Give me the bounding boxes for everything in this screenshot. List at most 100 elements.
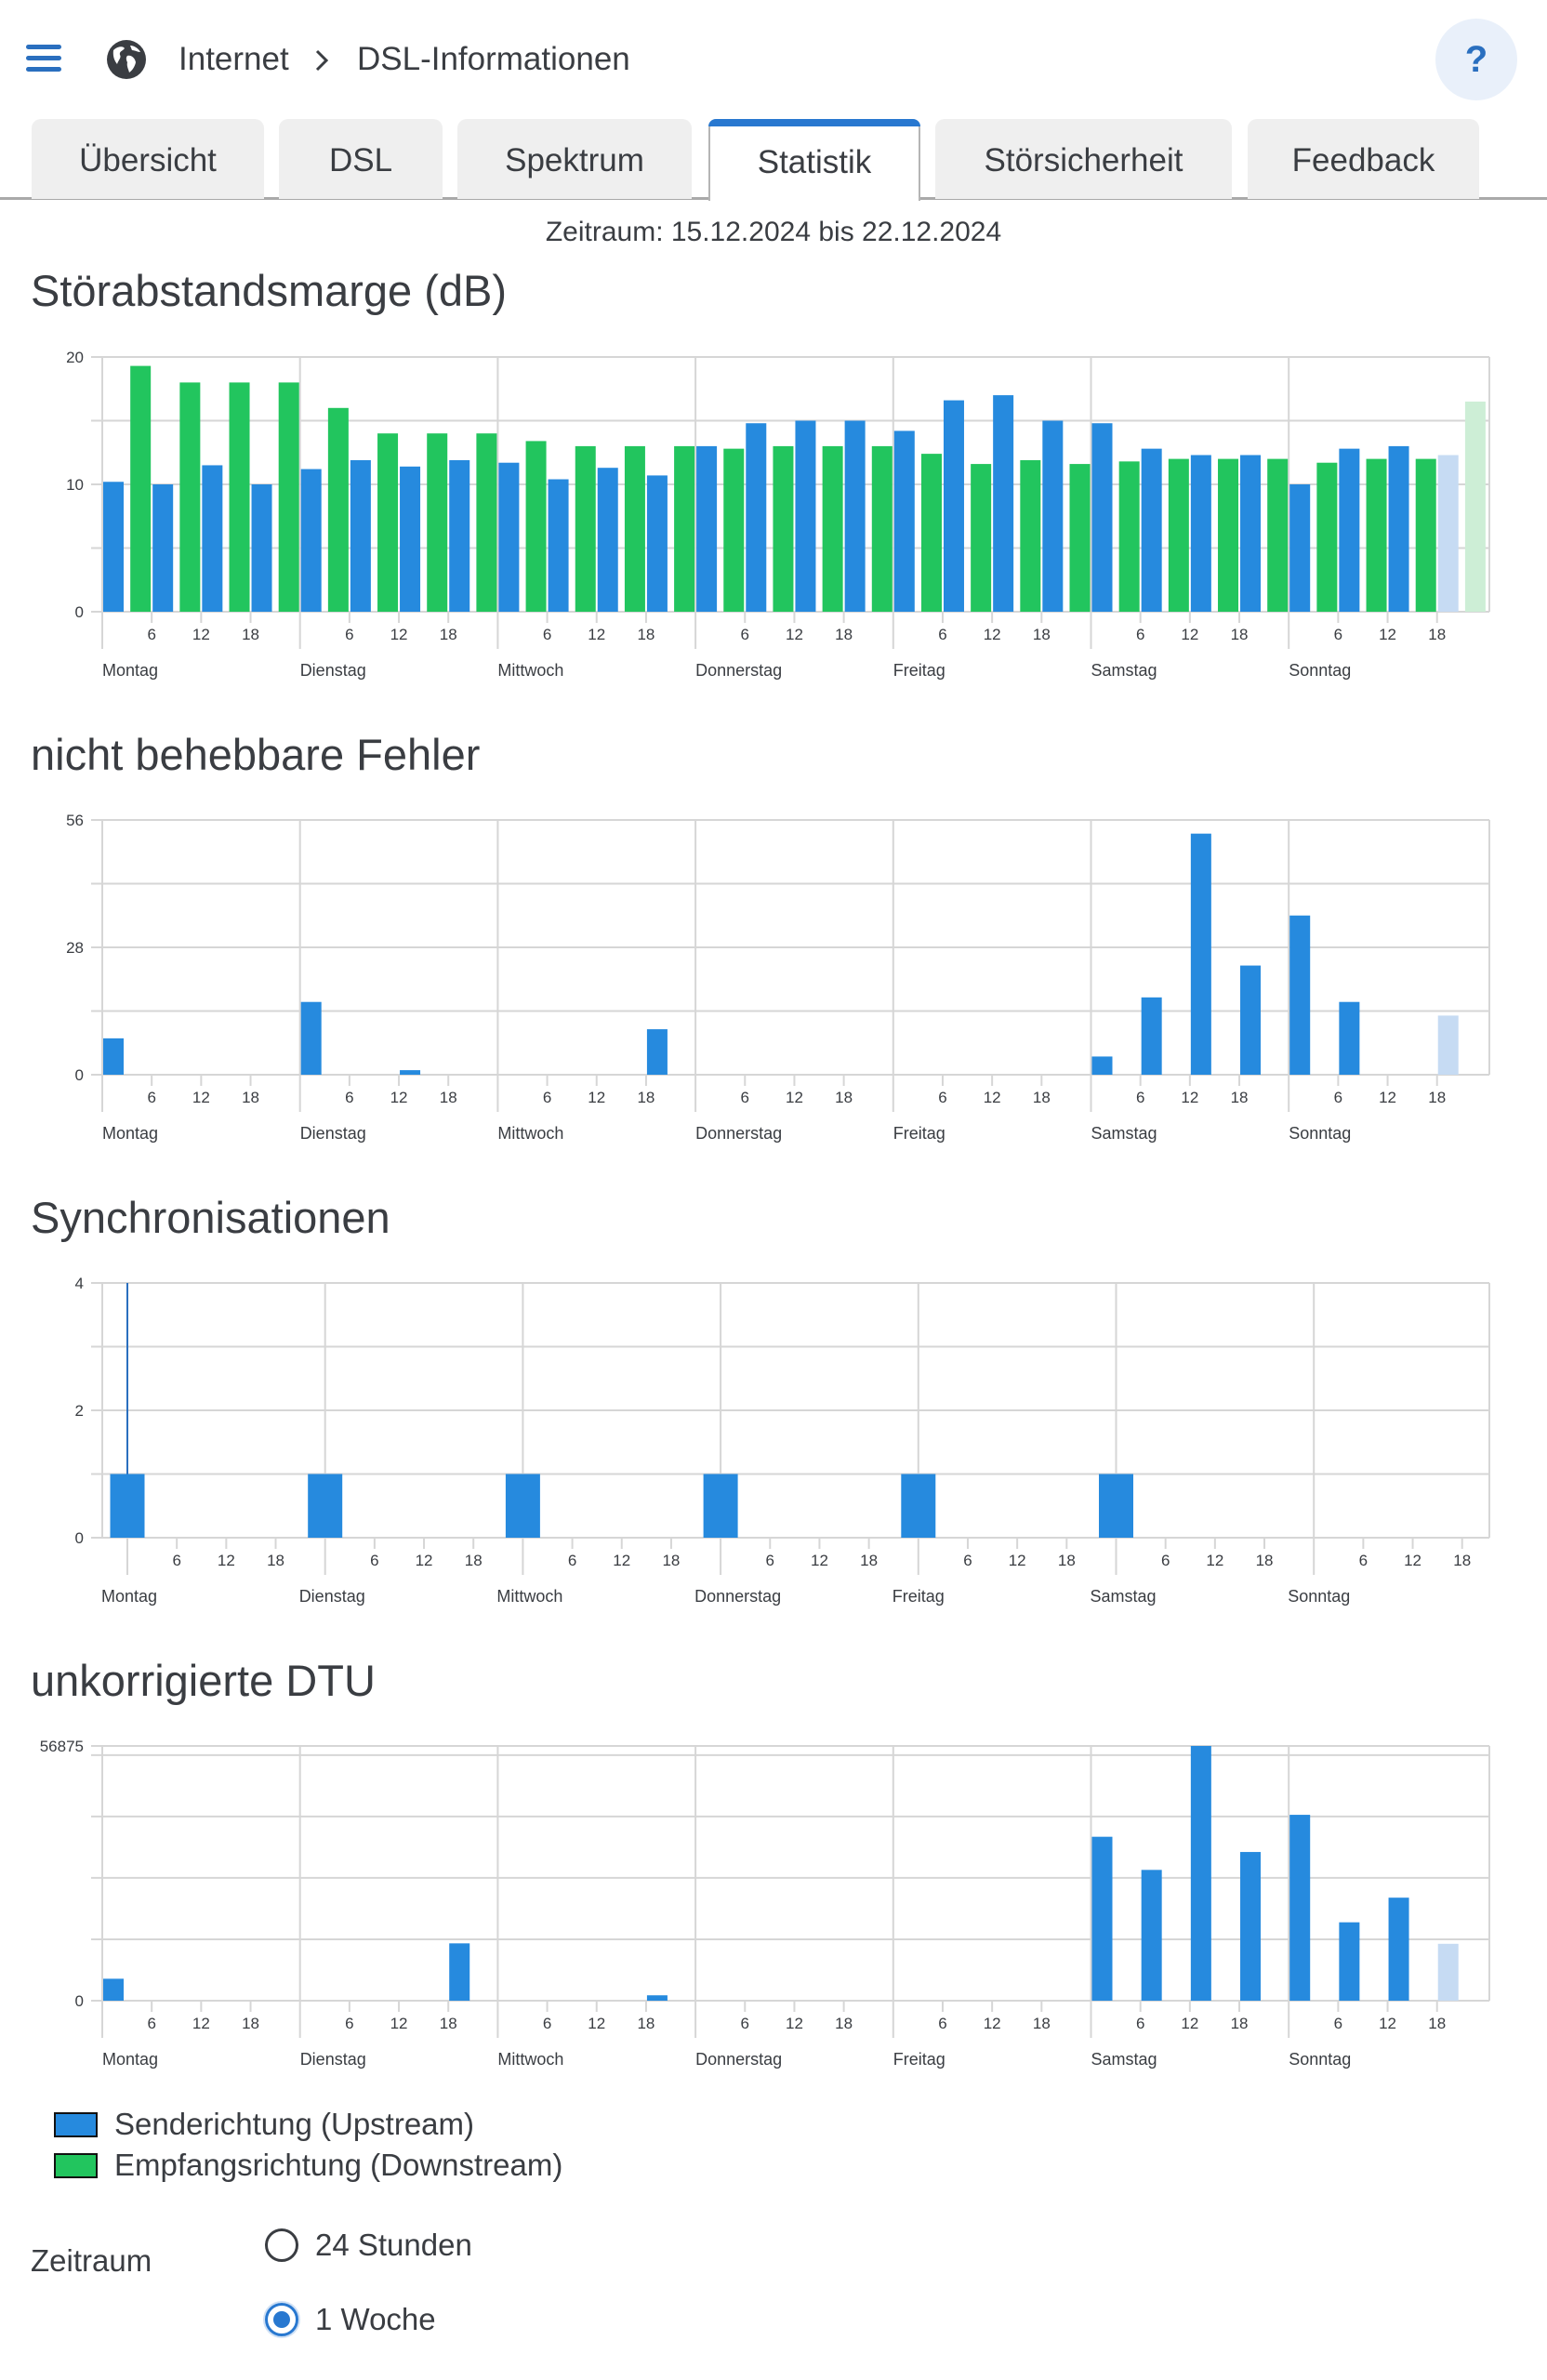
radio-24-hours[interactable]: 24 Stunden — [265, 2227, 472, 2264]
bar-downstream — [1168, 458, 1189, 612]
hour-tick-label: 18 — [1428, 1089, 1446, 1106]
bar-upstream — [103, 1978, 124, 2001]
hour-tick-label: 6 — [147, 2015, 155, 2032]
hour-tick-label: 6 — [938, 2015, 946, 2032]
bar-downstream — [476, 433, 497, 612]
day-label: Freitag — [893, 661, 945, 680]
bar-downstream — [1069, 464, 1091, 612]
hour-tick-label: 18 — [662, 1552, 680, 1569]
hour-tick-label: 12 — [588, 1089, 605, 1106]
bar-upstream — [1240, 455, 1262, 612]
tab-dsl[interactable]: DSL — [279, 119, 443, 199]
bar-downstream — [229, 382, 250, 612]
help-button[interactable]: ? — [1435, 19, 1517, 100]
bar-upstream — [1091, 1056, 1113, 1075]
day-label: Mittwoch — [497, 1124, 563, 1143]
tab-stoersicherheit[interactable]: Störsicherheit — [935, 119, 1232, 199]
bar-downstream — [1267, 458, 1289, 612]
bar-downstream — [575, 445, 596, 612]
breadcrumb-internet[interactable]: Internet — [178, 41, 289, 77]
bar-upstream — [1099, 1474, 1133, 1538]
hour-tick-label: 12 — [984, 1089, 1001, 1106]
hour-tick-label: 12 — [192, 626, 210, 643]
hour-tick-label: 12 — [811, 1552, 828, 1569]
hour-tick-label: 12 — [1009, 1552, 1026, 1569]
hour-tick-label: 18 — [1231, 626, 1249, 643]
hamburger-icon — [26, 45, 61, 49]
hour-tick-label: 18 — [1058, 1552, 1076, 1569]
bar-upstream — [1339, 1922, 1360, 2001]
bar-upstream — [1339, 1001, 1360, 1075]
y-tick-label: 56875 — [40, 1738, 84, 1755]
hour-tick-label: 12 — [786, 1089, 803, 1106]
bar-upstream — [1091, 423, 1113, 612]
hour-tick-label: 18 — [440, 2015, 457, 2032]
hour-tick-label: 6 — [1359, 1552, 1368, 1569]
day-label: Sonntag — [1288, 1587, 1350, 1606]
hour-tick-label: 18 — [242, 2015, 259, 2032]
radio-1-week[interactable]: 1 Woche — [265, 2301, 436, 2338]
hour-tick-label: 18 — [1033, 2015, 1051, 2032]
hour-tick-label: 12 — [613, 1552, 630, 1569]
bar-downstream — [1464, 401, 1486, 612]
day-label: Freitag — [893, 1124, 945, 1143]
day-label: Sonntag — [1289, 2050, 1351, 2069]
tab-spektrum[interactable]: Spektrum — [457, 119, 692, 199]
radio-button-icon[interactable] — [265, 2228, 298, 2262]
bar-upstream — [1437, 455, 1459, 612]
bar-upstream — [251, 484, 272, 612]
bar-upstream — [646, 1995, 668, 2001]
tab-statistik[interactable]: Statistik — [708, 119, 920, 201]
bar-upstream — [400, 466, 421, 612]
bar-downstream — [377, 433, 399, 612]
bar-upstream — [1240, 1852, 1262, 2001]
hour-tick-label: 18 — [1033, 1089, 1051, 1106]
radio-button-icon[interactable] — [265, 2303, 298, 2336]
bar-upstream — [300, 1001, 322, 1075]
bar-upstream — [1339, 448, 1360, 612]
tab-feedback[interactable]: Feedback — [1248, 119, 1479, 199]
day-label: Mittwoch — [497, 661, 563, 680]
chart-synchronisations: 4 2 0 Montag 6 12 18 Dienstag 6 12 18 Mittwoch 6 12 18… — [75, 1275, 1490, 1606]
bar-upstream — [646, 475, 668, 612]
hour-tick-label: 6 — [963, 1552, 972, 1569]
hour-tick-label: 18 — [242, 626, 259, 643]
day-label: Samstag — [1091, 2050, 1157, 2069]
hour-tick-label: 6 — [938, 1089, 946, 1106]
hour-tick-label: 6 — [1334, 2015, 1342, 2032]
hour-tick-label: 12 — [390, 2015, 408, 2032]
chart-title-snr: Störabstandsmarge (dB) — [31, 266, 508, 315]
day-label: Donnerstag — [695, 2050, 782, 2069]
hour-tick-label: 6 — [172, 1552, 180, 1569]
day-label: Sonntag — [1289, 1124, 1351, 1143]
day-label: Montag — [102, 2050, 158, 2069]
bar-upstream — [901, 1474, 936, 1538]
bar-upstream — [1437, 1015, 1459, 1075]
legend-swatch-downstream — [54, 2152, 98, 2178]
hour-tick-label: 12 — [1181, 626, 1198, 643]
bar-upstream — [498, 462, 520, 612]
day-label: Samstag — [1091, 661, 1157, 680]
bar-downstream — [327, 407, 349, 612]
hour-tick-label: 6 — [345, 2015, 353, 2032]
bar-upstream — [300, 469, 322, 612]
chart-uncorrectable-errors: 56 28 0 Montag 6 12 18 Dienstag 6 12 18 Mittwoch 6 12… — [66, 812, 1490, 1143]
hour-tick-label: 6 — [147, 626, 155, 643]
y-tick-label: 2 — [75, 1402, 84, 1420]
hour-tick-label: 18 — [1453, 1552, 1471, 1569]
tab-uebersicht[interactable]: Übersicht — [32, 119, 264, 199]
hour-tick-label: 6 — [543, 626, 551, 643]
bar-downstream — [1218, 458, 1239, 612]
bar-downstream — [624, 445, 645, 612]
bar-downstream — [920, 454, 942, 612]
y-tick-label: 4 — [75, 1275, 84, 1292]
bar-upstream — [449, 459, 470, 612]
hour-tick-label: 18 — [637, 1089, 654, 1106]
y-tick-label: 0 — [75, 1992, 84, 2010]
bar-upstream — [400, 1070, 421, 1075]
menu-button[interactable] — [26, 45, 63, 73]
bar-downstream — [1020, 459, 1041, 612]
breadcrumb-current: DSL-Informationen — [357, 41, 630, 77]
hour-tick-label: 18 — [1033, 626, 1051, 643]
hour-tick-label: 12 — [786, 626, 803, 643]
